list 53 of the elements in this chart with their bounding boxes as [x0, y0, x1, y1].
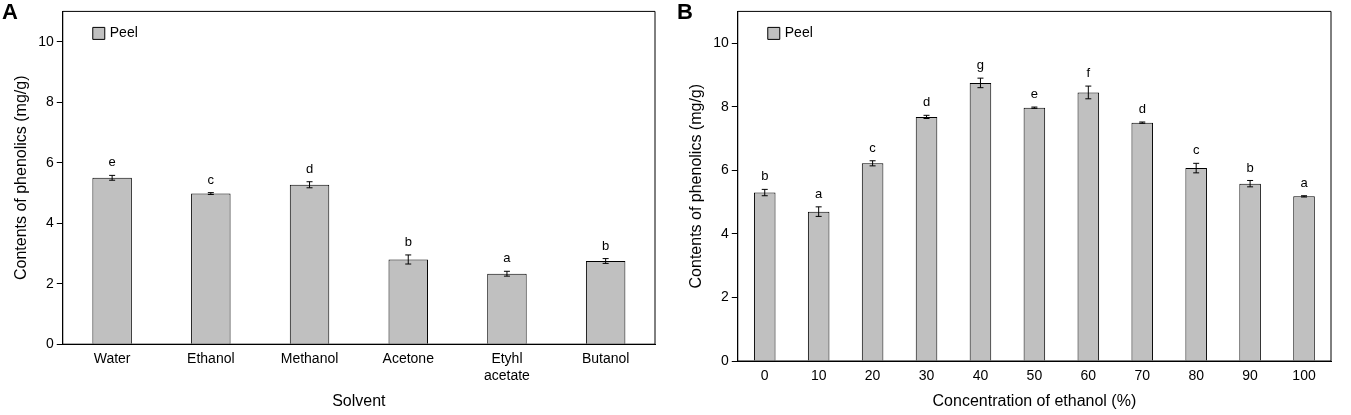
y-axis-title: Contents of phenolics (mg/g)	[687, 83, 705, 289]
x-tick-label: 30	[918, 367, 935, 384]
x-tick-label: 60	[1080, 367, 1097, 384]
x-tick-label: 70	[1134, 367, 1151, 384]
legend-label: Peel	[784, 24, 813, 41]
x-tick-label: 20	[864, 367, 881, 384]
data-label: d	[305, 160, 314, 176]
x-tick-label: Water	[93, 350, 131, 367]
y-tick-label: 0	[45, 335, 54, 352]
x-tick-label: 40	[972, 367, 989, 384]
x-tick-label: Acetone	[382, 350, 435, 367]
y-tick-label: 2	[45, 274, 54, 291]
y-tick-label: 4	[720, 224, 729, 241]
y-tick-label: 8	[720, 97, 729, 114]
y-tick-label: 8	[45, 93, 54, 110]
chart-title: A	[2, 0, 18, 25]
x-tick-label: 100	[1292, 367, 1316, 384]
x-tick-label: 50	[1026, 367, 1043, 384]
data-label: b	[761, 168, 769, 184]
data-label: e	[1030, 86, 1038, 102]
y-axis-title: Contents of phenolics (mg/g)	[12, 75, 30, 281]
y-tick-label: 10	[713, 34, 729, 51]
x-tick-label: 80	[1188, 367, 1205, 384]
x-tick-label: 0	[760, 367, 769, 384]
y-tick-label: 6	[720, 161, 729, 178]
data-label: b	[1246, 159, 1254, 175]
data-label: a	[503, 250, 512, 266]
data-label: d	[922, 94, 931, 110]
x-tick-label: Etyhl acetate	[483, 350, 531, 384]
chart-title: B	[677, 0, 693, 25]
data-label: c	[869, 139, 877, 155]
data-label: d	[1138, 101, 1146, 117]
data-label: a	[815, 185, 824, 201]
y-tick-label: 6	[45, 153, 54, 170]
x-tick-label: 90	[1242, 367, 1259, 384]
data-label: c	[1192, 142, 1200, 158]
x-tick-label: Methanol	[280, 350, 339, 367]
x-tick-label: Ethanol	[187, 350, 235, 367]
x-axis-title: Concentration of ethanol (%)	[932, 391, 1137, 409]
data-label: e	[108, 154, 116, 170]
y-tick-label: 4	[45, 214, 54, 231]
data-label: c	[207, 171, 215, 187]
data-label: b	[602, 237, 610, 253]
data-label: f	[1086, 65, 1091, 81]
data-label: a	[1300, 174, 1309, 190]
data-label: b	[404, 234, 412, 250]
x-axis-title: Solvent	[332, 391, 387, 409]
legend-label: Peel	[109, 24, 138, 41]
y-tick-label: 2	[720, 288, 729, 305]
x-tick-label: Butanol	[581, 350, 630, 367]
y-tick-label: 10	[38, 32, 54, 49]
data-label: g	[976, 57, 985, 73]
x-tick-label: 10	[810, 367, 827, 384]
